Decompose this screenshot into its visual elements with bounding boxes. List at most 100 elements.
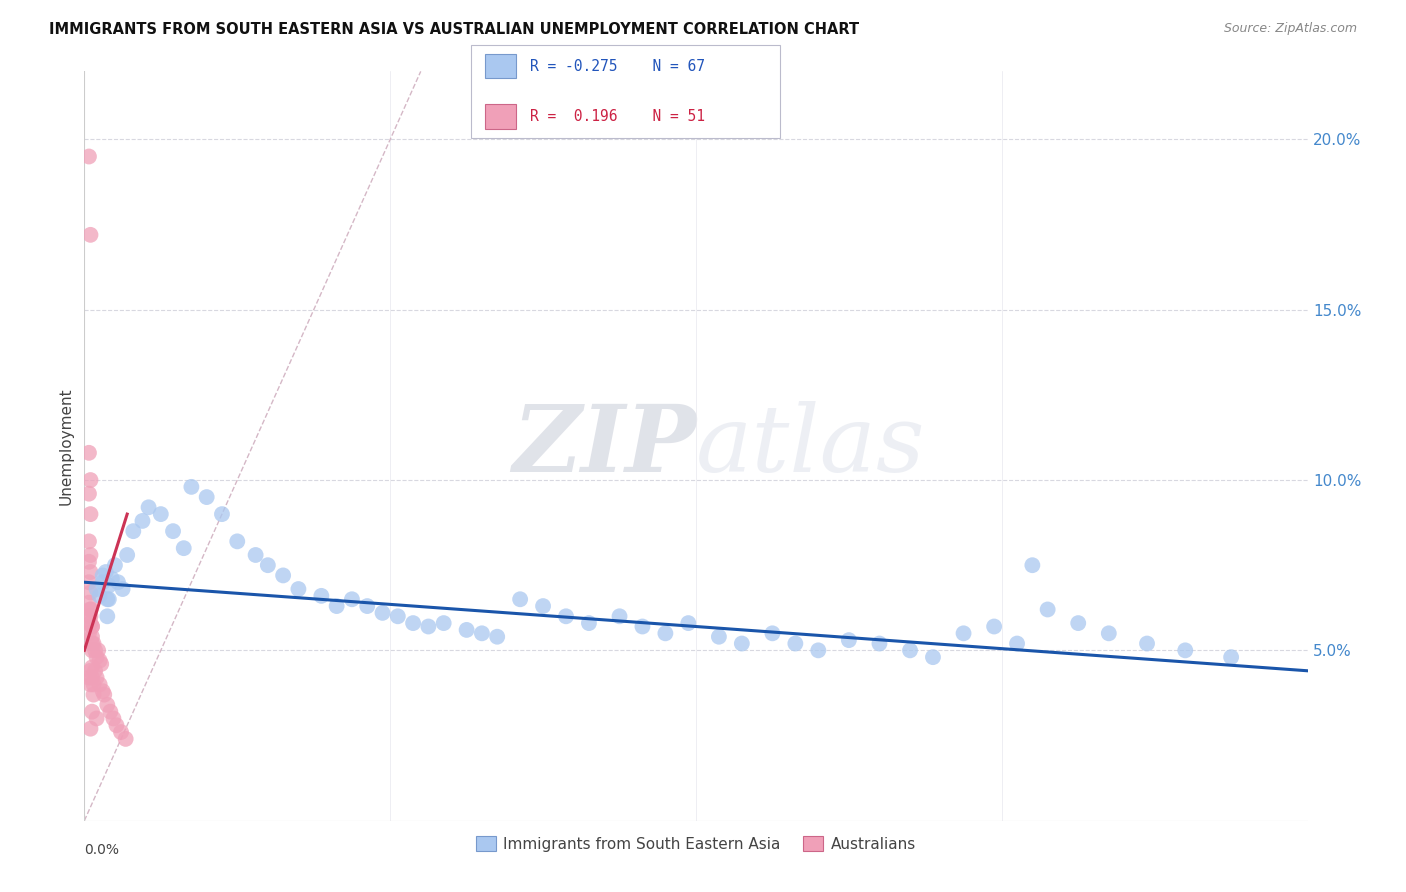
Point — [79, 722, 101, 736]
Point — [86, 582, 108, 596]
Text: atlas: atlas — [696, 401, 925, 491]
Point — [371, 606, 394, 620]
Point — [80, 619, 103, 633]
Point — [1174, 643, 1197, 657]
Point — [486, 630, 509, 644]
Point — [122, 524, 145, 538]
Point — [287, 582, 309, 596]
Point — [115, 548, 138, 562]
Point — [79, 677, 101, 691]
Point — [103, 711, 125, 725]
Point — [173, 541, 195, 556]
Point — [609, 609, 631, 624]
Text: IMMIGRANTS FROM SOUTH EASTERN ASIA VS AUSTRALIAN UNEMPLOYMENT CORRELATION CHART: IMMIGRANTS FROM SOUTH EASTERN ASIA VS AU… — [49, 22, 859, 37]
Point — [77, 486, 100, 500]
Point — [93, 688, 115, 702]
Point — [79, 616, 101, 631]
Point — [402, 616, 425, 631]
Point — [80, 630, 103, 644]
Point — [83, 636, 105, 650]
Point — [80, 643, 103, 657]
Point — [162, 524, 184, 538]
Point — [79, 602, 101, 616]
Point — [86, 711, 108, 725]
Point — [114, 731, 136, 746]
Point — [79, 602, 101, 616]
Point — [271, 568, 294, 582]
Point — [311, 589, 333, 603]
Point — [89, 589, 111, 603]
Point — [91, 575, 114, 590]
Point — [77, 534, 100, 549]
Point — [77, 671, 100, 685]
Point — [433, 616, 456, 631]
Text: Source: ZipAtlas.com: Source: ZipAtlas.com — [1223, 22, 1357, 36]
Point — [678, 616, 700, 631]
Point — [149, 507, 172, 521]
Point — [97, 579, 120, 593]
Point — [952, 626, 974, 640]
Point — [77, 555, 100, 569]
Point — [180, 480, 202, 494]
Point — [138, 500, 160, 515]
Point — [456, 623, 478, 637]
Point — [80, 660, 103, 674]
Point — [80, 705, 103, 719]
Y-axis label: Unemployment: Unemployment — [58, 387, 73, 505]
Point — [77, 446, 100, 460]
Point — [869, 636, 891, 650]
Point — [89, 654, 111, 668]
Point — [105, 718, 128, 732]
Point — [509, 592, 531, 607]
Point — [79, 227, 101, 242]
Point — [531, 599, 554, 613]
Point — [807, 643, 830, 657]
Point — [91, 684, 114, 698]
Point — [838, 633, 860, 648]
Point — [96, 609, 118, 624]
Point — [77, 575, 100, 590]
Point — [79, 507, 101, 521]
Point — [83, 677, 105, 691]
Point — [107, 575, 129, 590]
Text: 0.0%: 0.0% — [84, 843, 120, 857]
Point — [79, 473, 101, 487]
Point — [131, 514, 153, 528]
Point — [77, 626, 100, 640]
Point — [77, 149, 100, 163]
Point — [761, 626, 783, 640]
Point — [84, 664, 107, 678]
Text: R = -0.275    N = 67: R = -0.275 N = 67 — [530, 59, 704, 73]
Point — [104, 558, 127, 573]
Text: R =  0.196    N = 51: R = 0.196 N = 51 — [530, 110, 704, 124]
Point — [418, 619, 440, 633]
Point — [101, 572, 124, 586]
Point — [1136, 636, 1159, 650]
Point — [654, 626, 676, 640]
Point — [80, 619, 103, 633]
Point — [707, 630, 730, 644]
Point — [79, 664, 101, 678]
Point — [79, 548, 101, 562]
Point — [96, 698, 118, 712]
Point — [1220, 650, 1243, 665]
Point — [325, 599, 347, 613]
Point — [87, 643, 110, 657]
Point — [578, 616, 600, 631]
Legend: Immigrants from South Eastern Asia, Australians: Immigrants from South Eastern Asia, Aust… — [470, 830, 922, 858]
Point — [111, 582, 134, 596]
Point — [631, 619, 654, 633]
Point — [79, 609, 101, 624]
Point — [195, 490, 218, 504]
Point — [96, 592, 118, 607]
Point — [83, 688, 105, 702]
Point — [471, 626, 494, 640]
Point — [79, 565, 101, 579]
Point — [80, 636, 103, 650]
Point — [983, 619, 1005, 633]
Point — [226, 534, 249, 549]
Point — [77, 596, 100, 610]
Point — [79, 585, 101, 599]
Point — [86, 650, 108, 665]
Point — [356, 599, 378, 613]
